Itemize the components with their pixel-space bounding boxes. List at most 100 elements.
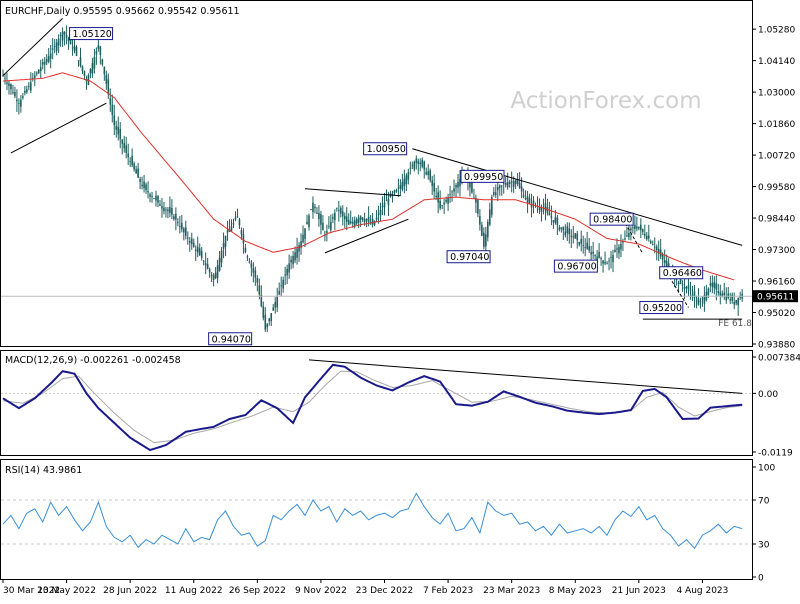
candle-body [570, 235, 573, 238]
candle-body [709, 283, 712, 286]
price-tick-label: 0.96160 [758, 278, 795, 288]
price-tick-label: 0.95020 [758, 309, 795, 319]
candle-body [91, 63, 94, 74]
candle-body [721, 293, 724, 297]
rsi-header: RSI(14) 43.9861 [5, 465, 82, 476]
candle-body [292, 255, 294, 265]
candle-body [677, 282, 680, 284]
candle-body [300, 241, 302, 248]
candle-body [322, 222, 324, 231]
candle-body [338, 210, 340, 211]
candle-body [496, 187, 499, 191]
candle-body [232, 222, 235, 225]
candle-body [192, 242, 195, 247]
macd-signal-line [2, 370, 743, 444]
candle-body [113, 115, 116, 126]
candle-body [20, 99, 22, 107]
candle-body [258, 285, 261, 295]
candle-body [564, 231, 567, 236]
candle-body [502, 183, 505, 185]
candle-body [439, 200, 441, 209]
candle-body [268, 318, 271, 322]
candle-body [715, 283, 718, 290]
candle-body [663, 260, 666, 263]
candle-body [230, 226, 233, 232]
candle-body [47, 56, 50, 62]
candle-body [39, 67, 42, 71]
candle-body [173, 216, 175, 220]
candle-body [234, 217, 237, 220]
candle-body [427, 171, 430, 175]
candle-body [649, 241, 652, 243]
price-level-box [69, 27, 114, 41]
candle-body [59, 35, 62, 37]
candle-body [310, 209, 312, 210]
candle-body [89, 69, 92, 74]
candle-body [155, 195, 157, 201]
candle-body [165, 209, 167, 211]
candle-body [121, 139, 124, 144]
candle-body [332, 217, 334, 219]
candle-body [483, 232, 485, 247]
candle-body [214, 272, 217, 279]
candle-body [548, 212, 551, 216]
price-level-text: 1.00950 [367, 144, 406, 155]
candle-body [514, 180, 517, 184]
candle-body [642, 229, 644, 233]
candle-body [35, 72, 38, 74]
price-tick-label: 1.03000 [758, 89, 795, 99]
candle-body [693, 291, 696, 298]
candle-body [318, 212, 320, 220]
macd-header: MACD(12,26,9) -0.002261 -0.002458 [5, 355, 181, 366]
candle-body [518, 182, 521, 188]
x-tick-label: 23 Dec 2022 [356, 586, 414, 596]
candle-body [574, 233, 577, 239]
candle-body [701, 298, 704, 300]
candle-body [695, 300, 698, 302]
candle-body [252, 267, 255, 273]
macd-tick-label: 0.00 [758, 390, 778, 400]
candle-body [445, 199, 447, 202]
candle-body [606, 263, 608, 265]
candle-body [141, 184, 143, 187]
candle-body [119, 129, 122, 140]
candle-body [260, 294, 263, 307]
candle-body [71, 47, 74, 49]
candle-body [357, 217, 360, 223]
candle-body [540, 207, 543, 213]
candle-body [194, 249, 197, 251]
candle-body [290, 259, 292, 263]
candle-body [391, 193, 394, 196]
candle-body [433, 183, 435, 192]
price-panel-frame [0, 0, 753, 347]
candle-body [278, 290, 280, 295]
candle-body [242, 233, 245, 244]
moving-average-line [2, 72, 735, 281]
candle-body [294, 252, 296, 261]
candle-body [139, 178, 141, 182]
candle-body [401, 181, 404, 190]
candle-body [282, 279, 284, 289]
candle-body [632, 227, 634, 229]
candle-body [584, 247, 586, 249]
candle-body [226, 230, 229, 233]
candle-body [385, 200, 388, 202]
candle-body [276, 296, 279, 308]
candle-body [449, 194, 451, 196]
candle-body [314, 206, 316, 209]
candle-body [683, 286, 686, 289]
price-tick-label: 1.01860 [758, 120, 795, 130]
candle-body [500, 185, 503, 187]
candle-body [731, 294, 734, 301]
candle-body [725, 296, 728, 301]
candle-body [713, 282, 716, 289]
candle-body [161, 206, 163, 209]
falling-trendline [412, 148, 743, 246]
candle-body [576, 233, 579, 241]
rsi-tick-label: 0 [758, 574, 764, 584]
candle-body [105, 74, 108, 84]
price-level-label: 0.96700 [553, 259, 598, 273]
candle-body [107, 79, 110, 95]
candle-body [487, 221, 489, 238]
candle-body [522, 195, 525, 197]
